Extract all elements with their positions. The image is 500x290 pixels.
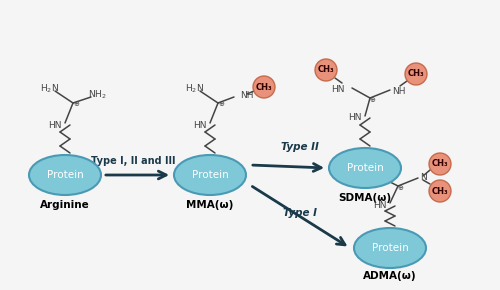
Text: NH: NH bbox=[240, 92, 254, 101]
Text: HN: HN bbox=[193, 121, 207, 130]
Ellipse shape bbox=[329, 148, 401, 188]
Circle shape bbox=[429, 153, 451, 175]
Text: Protein: Protein bbox=[372, 243, 408, 253]
Circle shape bbox=[253, 76, 275, 98]
Text: CH₃: CH₃ bbox=[432, 160, 448, 168]
Text: NH: NH bbox=[392, 88, 406, 97]
Text: $\mathregular{NH_2}$: $\mathregular{NH_2}$ bbox=[88, 89, 106, 101]
Text: ⊕: ⊕ bbox=[397, 185, 403, 191]
Text: Type I: Type I bbox=[283, 208, 317, 218]
Text: Protein: Protein bbox=[46, 170, 84, 180]
Text: ⊕: ⊕ bbox=[369, 97, 375, 103]
Text: CH₃: CH₃ bbox=[256, 82, 272, 92]
Text: Protein: Protein bbox=[192, 170, 228, 180]
Text: SDMA(ω): SDMA(ω) bbox=[338, 193, 392, 203]
Circle shape bbox=[315, 59, 337, 81]
Text: ⊕: ⊕ bbox=[73, 101, 79, 107]
Text: HN: HN bbox=[332, 86, 345, 95]
Text: ⊕: ⊕ bbox=[218, 101, 224, 107]
Text: $\mathregular{H_2N}$: $\mathregular{H_2N}$ bbox=[362, 168, 382, 180]
Ellipse shape bbox=[174, 155, 246, 195]
Text: Type I, II and III: Type I, II and III bbox=[91, 156, 176, 166]
Text: $\mathregular{H_2N}$: $\mathregular{H_2N}$ bbox=[40, 83, 58, 95]
Text: CH₃: CH₃ bbox=[408, 70, 424, 79]
Text: Protein: Protein bbox=[346, 163, 384, 173]
Text: MMA(ω): MMA(ω) bbox=[186, 200, 234, 210]
Text: HN: HN bbox=[48, 121, 62, 130]
Text: ADMA(ω): ADMA(ω) bbox=[363, 271, 417, 281]
Ellipse shape bbox=[354, 228, 426, 268]
Text: CH₃: CH₃ bbox=[318, 66, 334, 75]
Text: HN: HN bbox=[373, 202, 387, 211]
Circle shape bbox=[429, 180, 451, 202]
Text: CH₃: CH₃ bbox=[432, 186, 448, 195]
Ellipse shape bbox=[29, 155, 101, 195]
Text: Arginine: Arginine bbox=[40, 200, 90, 210]
Text: HN: HN bbox=[348, 113, 362, 122]
Text: N: N bbox=[420, 173, 427, 182]
Text: Type II: Type II bbox=[281, 142, 319, 152]
Text: $\mathregular{H_2N}$: $\mathregular{H_2N}$ bbox=[184, 83, 204, 95]
Circle shape bbox=[405, 63, 427, 85]
